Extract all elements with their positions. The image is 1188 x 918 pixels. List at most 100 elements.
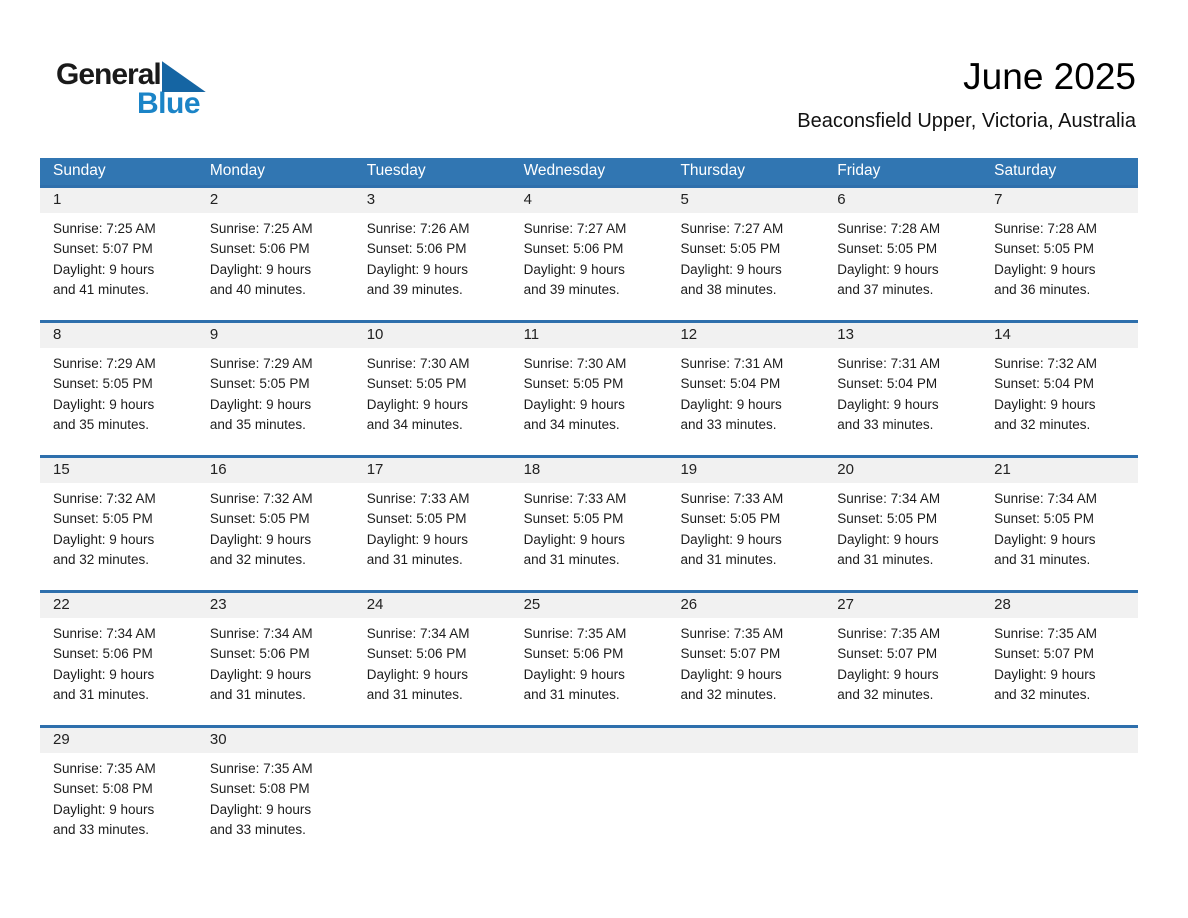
logo-top-row: General — [56, 58, 206, 92]
sunset-line: Sunset: 5:06 PM — [523, 646, 624, 662]
daylight-line-2: and 32 minutes. — [994, 416, 1091, 432]
week-row: 29 Sunrise: 7:35 AM Sunset: 5:08 PM Dayligh… — [40, 725, 1139, 860]
daylight-line-2: and 31 minutes. — [209, 686, 306, 702]
day-cell: 23 Sunrise: 7:34 AM Sunset: 5:06 PM Dayligh… — [196, 593, 354, 725]
sunset-line: Sunset: 5:06 PM — [209, 646, 310, 662]
sunrise-line: Sunrise: 7:32 AM — [994, 356, 1097, 371]
day-details: Sunrise: 7:34 AM Sunset: 5:05 PM Daylight:… — [824, 483, 981, 570]
daylight-line-2: and 31 minutes. — [994, 551, 1091, 567]
sunset-line: Sunset: 5:07 PM — [53, 241, 153, 257]
sunset-line: Sunset: 5:06 PM — [523, 241, 624, 257]
day-number: 18 — [510, 458, 668, 483]
calendar-header: June 2025 Beaconsfield Upper, Victoria, … — [797, 56, 1136, 133]
day-details: Sunrise: 7:31 AM Sunset: 5:04 PM Daylight:… — [824, 348, 981, 435]
weekday-header-friday: Friday — [837, 162, 881, 179]
day-cell: 17 Sunrise: 7:33 AM Sunset: 5:05 PM Dayligh… — [353, 458, 511, 590]
day-details: Sunrise: 7:34 AM Sunset: 5:06 PM Daylight:… — [197, 618, 354, 705]
day-cell: 9 Sunrise: 7:29 AM Sunset: 5:05 PM Daylight… — [196, 323, 354, 455]
daylight-line-2: and 35 minutes. — [53, 416, 150, 432]
day-number: 29 — [40, 728, 197, 753]
daylight-line-1: Daylight: 9 hours — [209, 666, 312, 682]
day-details: Sunrise: 7:35 AM Sunset: 5:07 PM Daylight:… — [824, 618, 981, 705]
week-row: 22 Sunrise: 7:34 AM Sunset: 5:06 PM Dayligh… — [40, 590, 1139, 725]
sunrise-line: Sunrise: 7:28 AM — [837, 221, 941, 236]
daylight-line-1: Daylight: 9 hours — [994, 261, 1096, 277]
day-number: 16 — [196, 458, 354, 483]
daylight-line-2: and 39 minutes. — [523, 281, 620, 297]
sunset-line: Sunset: 5:06 PM — [53, 646, 153, 662]
daylight-line-2: and 33 minutes. — [837, 416, 934, 432]
sunrise-line: Sunrise: 7:30 AM — [366, 356, 470, 371]
day-details: Sunrise: 7:35 AM Sunset: 5:06 PM Daylight:… — [511, 618, 668, 705]
sunrise-line: Sunrise: 7:29 AM — [53, 356, 156, 371]
day-number: 28 — [981, 593, 1139, 618]
daylight-line-2: and 32 minutes. — [680, 686, 777, 702]
day-details: Sunrise: 7:32 AM Sunset: 5:04 PM Daylight:… — [981, 348, 1138, 435]
day-cell: 16 Sunrise: 7:32 AM Sunset: 5:05 PM Dayligh… — [196, 458, 354, 590]
day-cell: 8 Sunrise: 7:29 AM Sunset: 5:05 PM Daylight… — [40, 323, 197, 455]
day-number: 22 — [40, 593, 197, 618]
day-cell: 26 Sunrise: 7:35 AM Sunset: 5:07 PM Dayligh… — [667, 593, 825, 725]
day-details: Sunrise: 7:31 AM Sunset: 5:04 PM Daylight:… — [667, 348, 824, 435]
day-cell: 20 Sunrise: 7:34 AM Sunset: 5:05 PM Dayligh… — [824, 458, 982, 590]
daylight-line-1: Daylight: 9 hours — [680, 261, 782, 277]
day-cell: 19 Sunrise: 7:33 AM Sunset: 5:05 PM Dayligh… — [667, 458, 825, 590]
day-cell: 10 Sunrise: 7:30 AM Sunset: 5:05 PM Dayligh… — [353, 323, 511, 455]
weekday-header-thursday: Thursday — [680, 162, 746, 179]
empty-day-cell — [824, 728, 982, 860]
sunset-line: Sunset: 5:05 PM — [366, 376, 467, 392]
empty-day-cell — [981, 728, 1139, 860]
daylight-line-1: Daylight: 9 hours — [680, 531, 782, 547]
day-number: 8 — [40, 323, 197, 348]
daylight-line-2: and 31 minutes. — [837, 551, 934, 567]
day-details: Sunrise: 7:28 AM Sunset: 5:05 PM Daylight:… — [824, 213, 981, 300]
sunrise-line: Sunrise: 7:35 AM — [209, 761, 313, 776]
day-details: Sunrise: 7:26 AM Sunset: 5:06 PM Daylight:… — [354, 213, 511, 300]
sunrise-line: Sunrise: 7:34 AM — [366, 626, 470, 641]
sunrise-line: Sunrise: 7:35 AM — [680, 626, 784, 641]
daylight-line-2: and 31 minutes. — [523, 686, 620, 702]
day-cell: 12 Sunrise: 7:31 AM Sunset: 5:04 PM Dayligh… — [667, 323, 825, 455]
sunset-line: Sunset: 5:06 PM — [209, 241, 310, 257]
sunset-line: Sunset: 5:05 PM — [53, 511, 153, 527]
daylight-line-1: Daylight: 9 hours — [366, 666, 469, 682]
daylight-line-1: Daylight: 9 hours — [837, 396, 939, 412]
day-details: Sunrise: 7:27 AM Sunset: 5:06 PM Daylight:… — [511, 213, 668, 300]
sunset-line: Sunset: 5:04 PM — [680, 376, 781, 392]
daylight-line-1: Daylight: 9 hours — [366, 531, 469, 547]
day-details: Sunrise: 7:28 AM Sunset: 5:05 PM Daylight:… — [981, 213, 1138, 300]
sunset-line: Sunset: 5:05 PM — [680, 511, 781, 527]
day-details: Sunrise: 7:27 AM Sunset: 5:05 PM Daylight:… — [667, 213, 824, 300]
sunset-line: Sunset: 5:04 PM — [837, 376, 938, 392]
day-details: Sunrise: 7:35 AM Sunset: 5:08 PM Daylight:… — [197, 753, 354, 840]
sunrise-line: Sunrise: 7:26 AM — [366, 221, 470, 236]
sunrise-line: Sunrise: 7:35 AM — [523, 626, 627, 641]
daylight-line-2: and 32 minutes. — [53, 551, 150, 567]
day-number: 7 — [981, 188, 1139, 213]
sunset-line: Sunset: 5:06 PM — [366, 241, 467, 257]
day-cell: 18 Sunrise: 7:33 AM Sunset: 5:05 PM Dayligh… — [510, 458, 668, 590]
daylight-line-1: Daylight: 9 hours — [523, 261, 625, 277]
day-cell: 14 Sunrise: 7:32 AM Sunset: 5:04 PM Dayligh… — [981, 323, 1139, 455]
daylight-line-1: Daylight: 9 hours — [523, 666, 625, 682]
day-cell: 13 Sunrise: 7:31 AM Sunset: 5:04 PM Dayligh… — [824, 323, 982, 455]
sunset-line: Sunset: 5:05 PM — [994, 241, 1094, 257]
day-number — [353, 728, 511, 753]
weekday-header-row: Sunday Monday Tuesday Wednesday Thursday… — [40, 158, 1138, 185]
sunrise-line: Sunrise: 7:27 AM — [523, 221, 627, 236]
day-number: 20 — [824, 458, 982, 483]
day-number: 3 — [353, 188, 511, 213]
day-details: Sunrise: 7:34 AM Sunset: 5:06 PM Daylight:… — [354, 618, 511, 705]
day-number: 1 — [40, 188, 197, 213]
day-details: Sunrise: 7:29 AM Sunset: 5:05 PM Daylight:… — [197, 348, 354, 435]
daylight-line-1: Daylight: 9 hours — [837, 666, 939, 682]
daylight-line-1: Daylight: 9 hours — [209, 801, 312, 817]
daylight-line-1: Daylight: 9 hours — [523, 396, 625, 412]
day-number: 17 — [353, 458, 511, 483]
sunset-line: Sunset: 5:06 PM — [366, 646, 467, 662]
day-number: 26 — [667, 593, 825, 618]
sunrise-line: Sunrise: 7:33 AM — [523, 491, 627, 506]
daylight-line-2: and 34 minutes. — [366, 416, 463, 432]
weekday-header-sunday: Sunday — [53, 162, 106, 179]
day-number: 2 — [196, 188, 354, 213]
